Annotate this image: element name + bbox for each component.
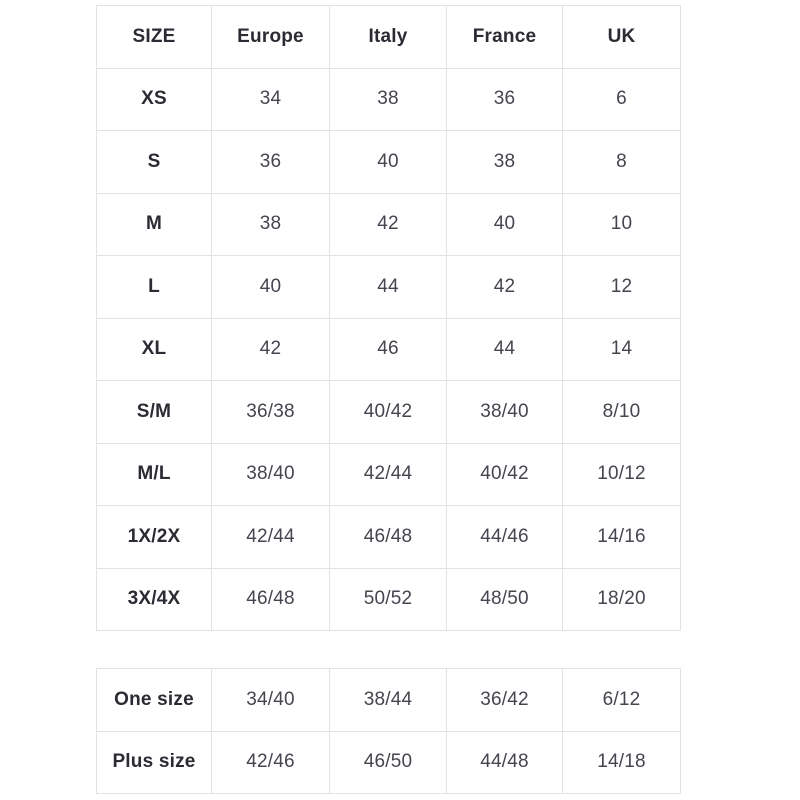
table-row: XS 34 38 36 6 — [96, 67, 681, 131]
table-row: M 38 42 40 10 — [96, 192, 681, 256]
size-value-cell: 14/16 — [562, 505, 681, 569]
size-value-cell: 10 — [562, 192, 681, 256]
size-value-cell: 10/12 — [562, 442, 681, 506]
size-value-cell: 48/50 — [446, 567, 563, 631]
size-value-cell: 18/20 — [562, 567, 681, 631]
row-size-label: 3X/4X — [96, 567, 212, 631]
size-value-cell: 38 — [211, 192, 330, 256]
special-sizes-table: One size 34/40 38/44 36/42 6/12 Plus size 42/4… — [96, 668, 681, 794]
size-value-cell: 42 — [446, 255, 563, 319]
column-header-uk: UK — [562, 5, 681, 69]
table-row: S/M 36/38 40/42 38/40 8/10 — [96, 380, 681, 444]
row-size-label: One size — [96, 668, 212, 732]
row-size-label: S/M — [96, 380, 212, 444]
header-row: SIZE Europe Italy France UK — [96, 5, 681, 69]
size-value-cell: 38 — [446, 130, 563, 194]
size-value-cell: 50/52 — [329, 567, 447, 631]
size-value-cell: 40 — [329, 130, 447, 194]
size-value-cell: 40 — [446, 192, 563, 256]
column-header-italy: Italy — [329, 5, 447, 69]
size-value-cell: 8/10 — [562, 380, 681, 444]
size-value-cell: 42 — [211, 317, 330, 381]
size-value-cell: 36 — [211, 130, 330, 194]
table-row: M/L 38/40 42/44 40/42 10/12 — [96, 442, 681, 506]
row-size-label: Plus size — [96, 730, 212, 794]
size-value-cell: 44 — [329, 255, 447, 319]
size-value-cell: 42/46 — [211, 730, 330, 794]
size-value-cell: 46/50 — [329, 730, 447, 794]
size-value-cell: 44/48 — [446, 730, 563, 794]
column-header-europe: Europe — [211, 5, 330, 69]
size-value-cell: 46 — [329, 317, 447, 381]
size-table-body: XS 34 38 36 6 S 36 40 38 8 M 38 42 40 10 L 40 44 42 12 XL 42 4… — [96, 67, 681, 631]
size-value-cell: 44 — [446, 317, 563, 381]
size-value-cell: 14/18 — [562, 730, 681, 794]
table-row: S 36 40 38 8 — [96, 130, 681, 194]
size-value-cell: 36/42 — [446, 668, 563, 732]
row-size-label: XS — [96, 67, 212, 131]
size-value-cell: 42 — [329, 192, 447, 256]
row-size-label: L — [96, 255, 212, 319]
table-row: L 40 44 42 12 — [96, 255, 681, 319]
table-row: XL 42 46 44 14 — [96, 317, 681, 381]
size-value-cell: 6/12 — [562, 668, 681, 732]
size-value-cell: 40/42 — [329, 380, 447, 444]
row-size-label: XL — [96, 317, 212, 381]
row-size-label: S — [96, 130, 212, 194]
row-size-label: M — [96, 192, 212, 256]
size-value-cell: 42/44 — [211, 505, 330, 569]
size-value-cell: 46/48 — [329, 505, 447, 569]
size-value-cell: 38/44 — [329, 668, 447, 732]
size-value-cell: 8 — [562, 130, 681, 194]
size-value-cell: 42/44 — [329, 442, 447, 506]
size-value-cell: 6 — [562, 67, 681, 131]
size-value-cell: 14 — [562, 317, 681, 381]
size-value-cell: 40 — [211, 255, 330, 319]
column-header-size: SIZE — [96, 5, 212, 69]
size-value-cell: 36 — [446, 67, 563, 131]
size-conversion-table: SIZE Europe Italy France UK XS 34 38 36 6 S 36 40 38… — [96, 5, 681, 631]
special-sizes-body: One size 34/40 38/44 36/42 6/12 Plus size 42/4… — [96, 668, 681, 794]
column-header-france: France — [446, 5, 563, 69]
table-row: Plus size 42/46 46/50 44/48 14/18 — [96, 730, 681, 794]
table-row: 3X/4X 46/48 50/52 48/50 18/20 — [96, 567, 681, 631]
size-value-cell: 38/40 — [211, 442, 330, 506]
table-row: 1X/2X 42/44 46/48 44/46 14/16 — [96, 505, 681, 569]
size-value-cell: 34 — [211, 67, 330, 131]
table-row: One size 34/40 38/44 36/42 6/12 — [96, 668, 681, 732]
size-value-cell: 38/40 — [446, 380, 563, 444]
size-value-cell: 44/46 — [446, 505, 563, 569]
size-value-cell: 34/40 — [211, 668, 330, 732]
size-table-header: SIZE Europe Italy France UK — [96, 5, 681, 69]
size-value-cell: 40/42 — [446, 442, 563, 506]
size-value-cell: 36/38 — [211, 380, 330, 444]
row-size-label: 1X/2X — [96, 505, 212, 569]
size-value-cell: 38 — [329, 67, 447, 131]
size-value-cell: 12 — [562, 255, 681, 319]
row-size-label: M/L — [96, 442, 212, 506]
size-value-cell: 46/48 — [211, 567, 330, 631]
